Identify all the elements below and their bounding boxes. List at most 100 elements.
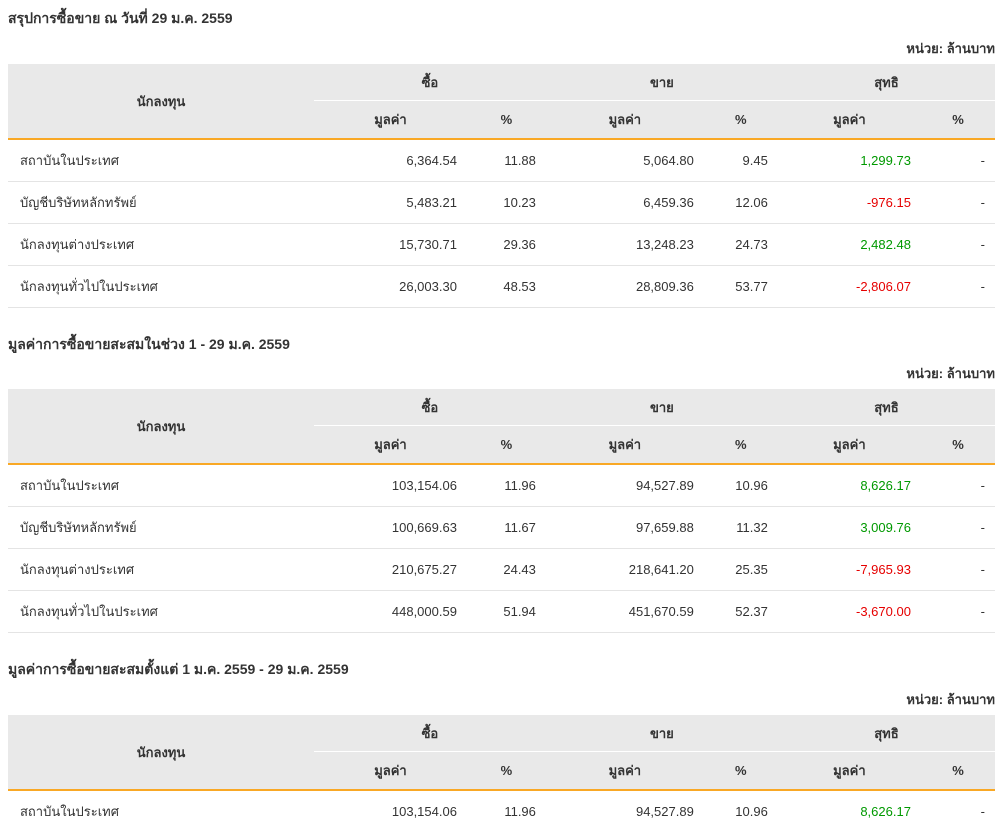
col-header-net-value: มูลค่า [777,100,921,140]
section-year-to-date: มูลค่าการซื้อขายสะสมตั้งแต่ 1 ม.ค. 2559 … [8,661,995,830]
col-header-sell-value: มูลค่า [545,100,704,140]
sell-value-cell: 94,527.89 [545,464,704,507]
buy-percent-cell: 51.94 [466,590,546,633]
col-header-buy-value: มูลค่า [313,425,467,465]
net-value-cell: -2,806.07 [777,265,921,308]
col-header-buy: ซื้อ [313,714,546,752]
section-title: มูลค่าการซื้อขายสะสมตั้งแต่ 1 ม.ค. 2559 … [8,661,349,677]
buy-percent-cell: 48.53 [466,265,546,308]
net-percent-cell: - [920,506,995,549]
net-value-cell: -7,965.93 [777,548,921,591]
buy-percent-cell: 11.96 [466,464,546,507]
col-header-net-percent: % [920,751,995,791]
sell-value-cell: 28,809.36 [545,265,704,308]
sell-value-cell: 451,670.59 [545,590,704,633]
sell-percent-cell: 10.96 [703,464,778,507]
table-row: นักลงทุนต่างประเทศ 210,675.27 24.43 218,… [8,548,995,591]
buy-value-cell: 103,154.06 [313,464,467,507]
buy-percent-cell: 10.23 [466,181,546,224]
investor-trading-table: นักลงทุน ซื้อ ขาย สุทธิ มูลค่า % มูลค่า … [8,63,995,308]
col-header-sell-value: มูลค่า [545,425,704,465]
table-row: สถาบันในประเทศ 103,154.06 11.96 94,527.8… [8,464,995,507]
sell-value-cell: 13,248.23 [545,223,704,266]
col-header-net-value: มูลค่า [777,751,921,791]
section-daily-summary: สรุปการซื้อขาย ณ วันที่ 29 ม.ค. 2559 หน่… [8,10,995,308]
investor-name-cell: นักลงทุนทั่วไปในประเทศ [8,590,314,633]
col-header-buy-value: มูลค่า [313,751,467,791]
net-percent-cell: - [920,548,995,591]
section-month-to-date: มูลค่าการซื้อขายสะสมในช่วง 1 - 29 ม.ค. 2… [8,335,995,633]
unit-label: หน่วย: ล้านบาท [906,366,995,381]
col-header-investor: นักลงทุน [8,714,314,791]
investor-trading-table: นักลงทุน ซื้อ ขาย สุทธิ มูลค่า % มูลค่า … [8,389,995,633]
buy-value-cell: 210,675.27 [313,548,467,591]
col-header-net-value: มูลค่า [777,425,921,465]
col-header-buy: ซื้อ [313,389,546,426]
investor-name-cell: นักลงทุนต่างประเทศ [8,223,314,266]
net-percent-cell: - [920,590,995,633]
buy-value-cell: 26,003.30 [313,265,467,308]
net-percent-cell: - [920,181,995,224]
buy-percent-cell: 24.43 [466,548,546,591]
investor-name-cell: สถาบันในประเทศ [8,789,314,830]
col-header-net: สุทธิ [777,389,995,426]
col-header-sell-percent: % [703,100,778,140]
net-value-cell: 8,626.17 [777,789,921,830]
col-header-sell-percent: % [703,751,778,791]
buy-value-cell: 103,154.06 [313,789,467,830]
investor-name-cell: นักลงทุนต่างประเทศ [8,548,314,591]
col-header-net-percent: % [920,425,995,465]
net-percent-cell: - [920,464,995,507]
col-header-investor: นักลงทุน [8,389,314,465]
sell-value-cell: 218,641.20 [545,548,704,591]
col-header-buy-percent: % [466,100,546,140]
buy-value-cell: 15,730.71 [313,223,467,266]
col-header-buy-percent: % [466,425,546,465]
col-header-sell: ขาย [545,714,778,752]
buy-value-cell: 6,364.54 [313,138,467,182]
sell-percent-cell: 10.96 [703,789,778,830]
buy-value-cell: 448,000.59 [313,590,467,633]
sell-percent-cell: 12.06 [703,181,778,224]
table-row: บัญชีบริษัทหลักทรัพย์ 100,669.63 11.67 9… [8,506,995,549]
sell-percent-cell: 53.77 [703,265,778,308]
investor-name-cell: สถาบันในประเทศ [8,138,314,182]
unit-label: หน่วย: ล้านบาท [906,40,995,56]
investor-name-cell: นักลงทุนทั่วไปในประเทศ [8,265,314,308]
col-header-net: สุทธิ [777,63,995,101]
buy-percent-cell: 11.88 [466,138,546,182]
col-header-sell-percent: % [703,425,778,465]
sell-percent-cell: 24.73 [703,223,778,266]
buy-percent-cell: 29.36 [466,223,546,266]
col-header-buy: ซื้อ [313,63,546,101]
buy-percent-cell: 11.96 [466,789,546,830]
sell-value-cell: 5,064.80 [545,138,704,182]
table-row: สถาบันในประเทศ 103,154.06 11.96 94,527.8… [8,789,995,830]
sell-value-cell: 94,527.89 [545,789,704,830]
col-header-buy-value: มูลค่า [313,100,467,140]
table-row: บัญชีบริษัทหลักทรัพย์ 5,483.21 10.23 6,4… [8,181,995,224]
net-value-cell: 1,299.73 [777,138,921,182]
col-header-sell: ขาย [545,63,778,101]
net-percent-cell: - [920,265,995,308]
net-value-cell: 3,009.76 [777,506,921,549]
table-row: นักลงทุนทั่วไปในประเทศ 26,003.30 48.53 2… [8,265,995,308]
col-header-net-percent: % [920,100,995,140]
section-title: มูลค่าการซื้อขายสะสมในช่วง 1 - 29 ม.ค. 2… [8,335,290,352]
sell-value-cell: 97,659.88 [545,506,704,549]
investor-name-cell: บัญชีบริษัทหลักทรัพย์ [8,506,314,549]
table-row: สถาบันในประเทศ 6,364.54 11.88 5,064.80 9… [8,138,995,182]
col-header-buy-percent: % [466,751,546,791]
investor-name-cell: สถาบันในประเทศ [8,464,314,507]
net-percent-cell: - [920,138,995,182]
net-value-cell: 8,626.17 [777,464,921,507]
col-header-investor: นักลงทุน [8,63,314,140]
sell-percent-cell: 9.45 [703,138,778,182]
buy-value-cell: 5,483.21 [313,181,467,224]
sell-percent-cell: 11.32 [703,506,778,549]
net-value-cell: 2,482.48 [777,223,921,266]
section-title: สรุปการซื้อขาย ณ วันที่ 29 ม.ค. 2559 [8,10,233,26]
table-row: นักลงทุนต่างประเทศ 15,730.71 29.36 13,24… [8,223,995,266]
col-header-sell-value: มูลค่า [545,751,704,791]
